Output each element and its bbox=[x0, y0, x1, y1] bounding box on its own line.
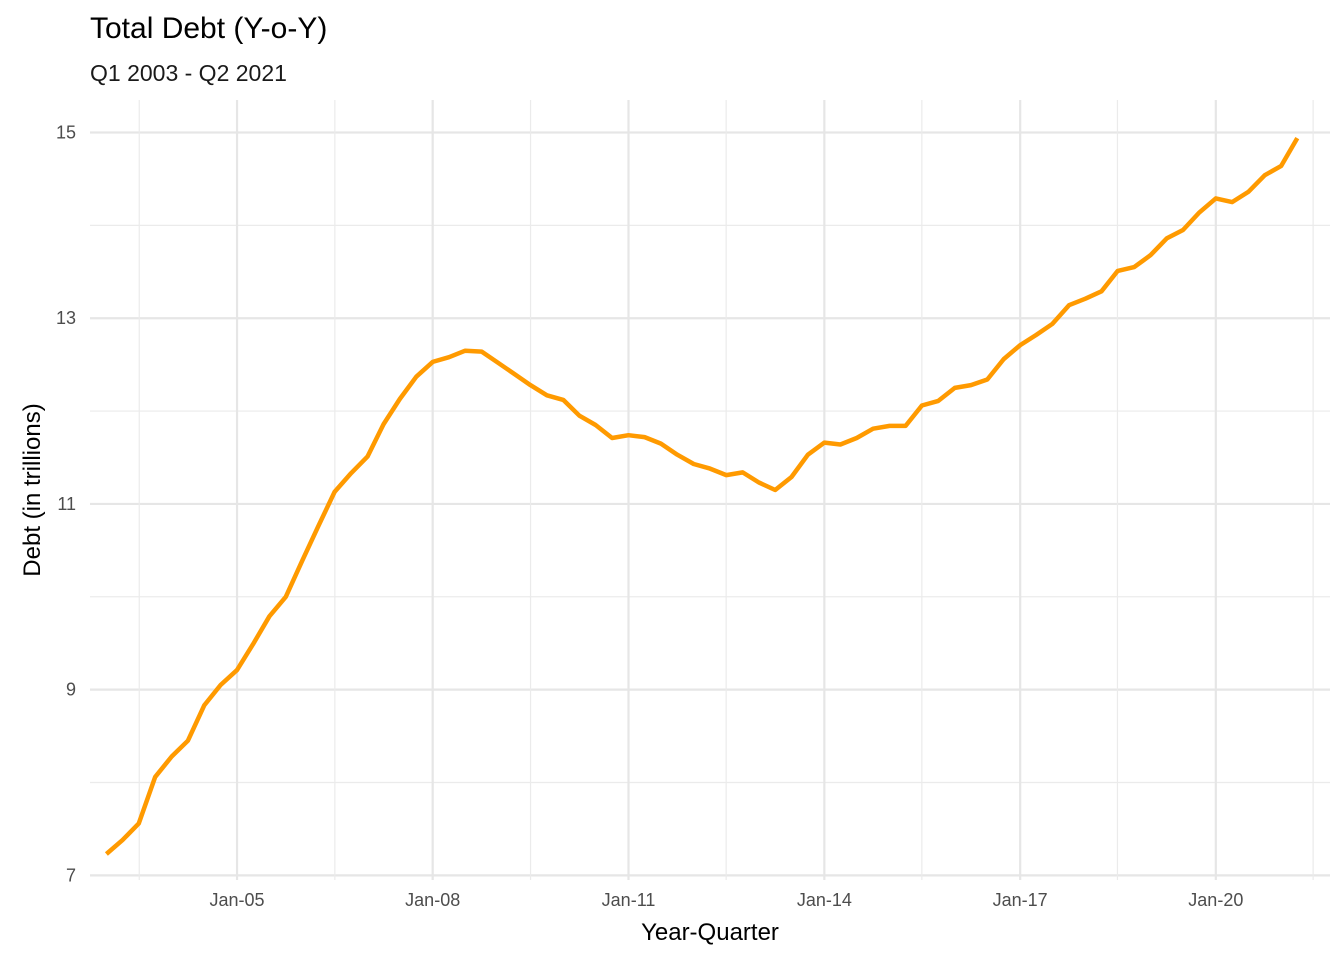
y-tick-label: 7 bbox=[66, 865, 76, 885]
chart-subtitle: Q1 2003 - Q2 2021 bbox=[90, 60, 287, 86]
x-tick-label: Jan-05 bbox=[210, 890, 265, 910]
x-tick-label: Jan-11 bbox=[602, 890, 656, 910]
x-tick-label: Jan-14 bbox=[797, 890, 852, 910]
y-tick-label: 13 bbox=[56, 308, 76, 328]
chart-title: Total Debt (Y-o-Y) bbox=[90, 12, 328, 45]
series-layer bbox=[104, 136, 1300, 856]
x-tick-label: Jan-20 bbox=[1188, 890, 1243, 910]
series-line bbox=[104, 136, 1300, 856]
y-axis-title: Debt (in trillions) bbox=[19, 403, 46, 576]
grid-lines bbox=[90, 100, 1330, 880]
axis-labels: 7 9 11 13 15 Jan-05 Jan-08 Jan-11 Jan-14 Jan-17 Ja… bbox=[19, 123, 1243, 947]
x-tick-label: Jan-17 bbox=[993, 890, 1048, 910]
y-tick-label: 15 bbox=[56, 123, 76, 143]
y-tick-label: 11 bbox=[57, 494, 76, 514]
y-tick-label: 9 bbox=[66, 680, 76, 700]
x-axis-title: Year-Quarter bbox=[641, 919, 779, 946]
x-tick-label: Jan-08 bbox=[405, 890, 460, 910]
